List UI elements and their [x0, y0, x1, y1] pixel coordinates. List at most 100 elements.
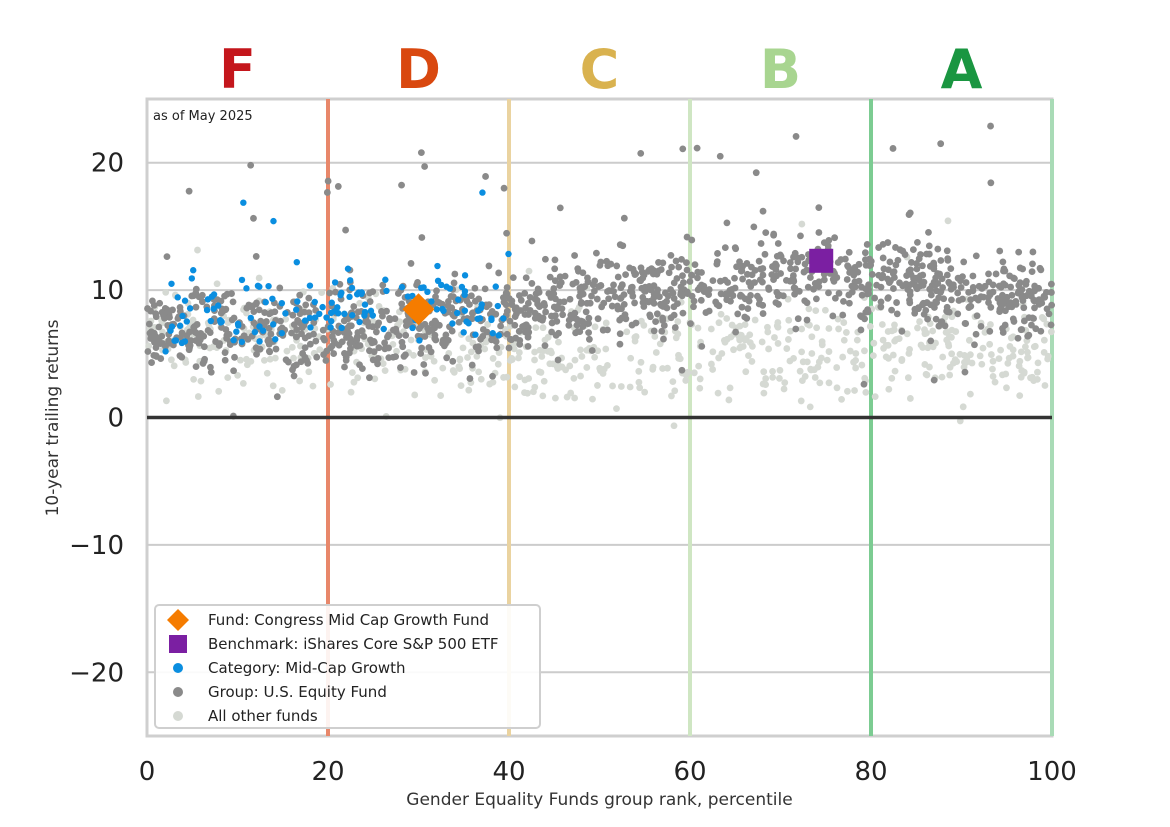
data-point [468, 315, 476, 323]
data-point [848, 288, 856, 296]
data-point [200, 343, 208, 351]
data-point [234, 320, 242, 327]
legend-marker [173, 687, 183, 697]
data-point [853, 336, 861, 344]
data-point [467, 348, 475, 356]
data-point [584, 278, 592, 286]
data-point [669, 289, 677, 297]
data-point [585, 335, 593, 343]
data-point [555, 338, 562, 346]
data-point [1002, 296, 1009, 304]
data-point [525, 267, 533, 275]
data-point [987, 321, 994, 328]
data-point [927, 291, 935, 299]
data-point [999, 258, 1007, 266]
data-point [255, 306, 263, 314]
data-point [152, 332, 160, 340]
data-point [240, 199, 247, 206]
data-point [1040, 336, 1048, 344]
data-point [247, 314, 254, 322]
data-point [987, 351, 995, 358]
data-point [288, 329, 295, 337]
data-point [1043, 305, 1051, 313]
data-point [535, 368, 543, 376]
data-point [461, 307, 469, 314]
data-point [927, 337, 935, 345]
data-point [289, 311, 297, 319]
data-point [895, 335, 903, 343]
data-point [851, 387, 858, 394]
data-point [837, 256, 845, 263]
data-point [577, 300, 585, 307]
data-point [466, 301, 473, 308]
data-point [884, 239, 892, 246]
data-point [577, 346, 584, 354]
data-point [835, 325, 842, 333]
data-point [886, 258, 894, 266]
data-point [774, 340, 782, 347]
data-point [442, 331, 450, 339]
data-point [482, 173, 489, 180]
data-point [637, 149, 645, 157]
data-point [559, 311, 567, 319]
data-point [842, 329, 850, 336]
data-point [980, 293, 988, 301]
data-point [906, 299, 914, 307]
data-point [635, 378, 643, 386]
data-point [293, 306, 300, 313]
data-point [484, 321, 492, 328]
data-point [925, 242, 933, 250]
data-point [210, 305, 217, 312]
data-point [472, 331, 479, 338]
data-point [215, 387, 223, 395]
data-point [786, 327, 794, 335]
data-point [892, 244, 899, 251]
data-point [165, 337, 173, 345]
data-point [700, 288, 708, 296]
data-point [823, 356, 831, 364]
data-point [747, 283, 755, 290]
data-point [391, 315, 399, 323]
data-point [627, 354, 635, 362]
data-point [943, 247, 951, 255]
data-point [798, 220, 806, 228]
data-point [923, 371, 931, 379]
y-tick-label: 20 [91, 149, 124, 179]
data-point [937, 140, 945, 148]
data-point [945, 342, 953, 350]
data-points [144, 122, 1056, 430]
data-point [907, 259, 915, 266]
data-point [789, 272, 797, 279]
data-point [947, 265, 955, 273]
data-point [751, 266, 759, 274]
data-point [382, 276, 389, 283]
data-point [185, 187, 193, 195]
data-point [879, 254, 887, 262]
data-point [906, 291, 914, 299]
data-point [1034, 359, 1042, 367]
data-point [461, 272, 469, 279]
data-point [621, 311, 629, 319]
data-point [641, 388, 649, 396]
data-point [989, 288, 997, 296]
data-point [938, 373, 946, 381]
data-point [989, 357, 997, 365]
data-point [372, 328, 380, 336]
data-point [306, 340, 314, 348]
data-point [307, 324, 314, 331]
data-point [495, 332, 502, 339]
data-point [293, 258, 300, 266]
data-point [505, 250, 512, 258]
data-point [290, 372, 298, 380]
data-point [588, 292, 595, 300]
data-point [306, 282, 314, 289]
data-point [755, 257, 763, 265]
legend-marker [167, 609, 189, 631]
data-point [985, 299, 992, 306]
data-point [167, 356, 175, 364]
data-point [538, 353, 546, 360]
data-point [361, 312, 368, 319]
data-point [253, 350, 260, 358]
data-point [354, 329, 362, 336]
data-point [485, 301, 493, 309]
